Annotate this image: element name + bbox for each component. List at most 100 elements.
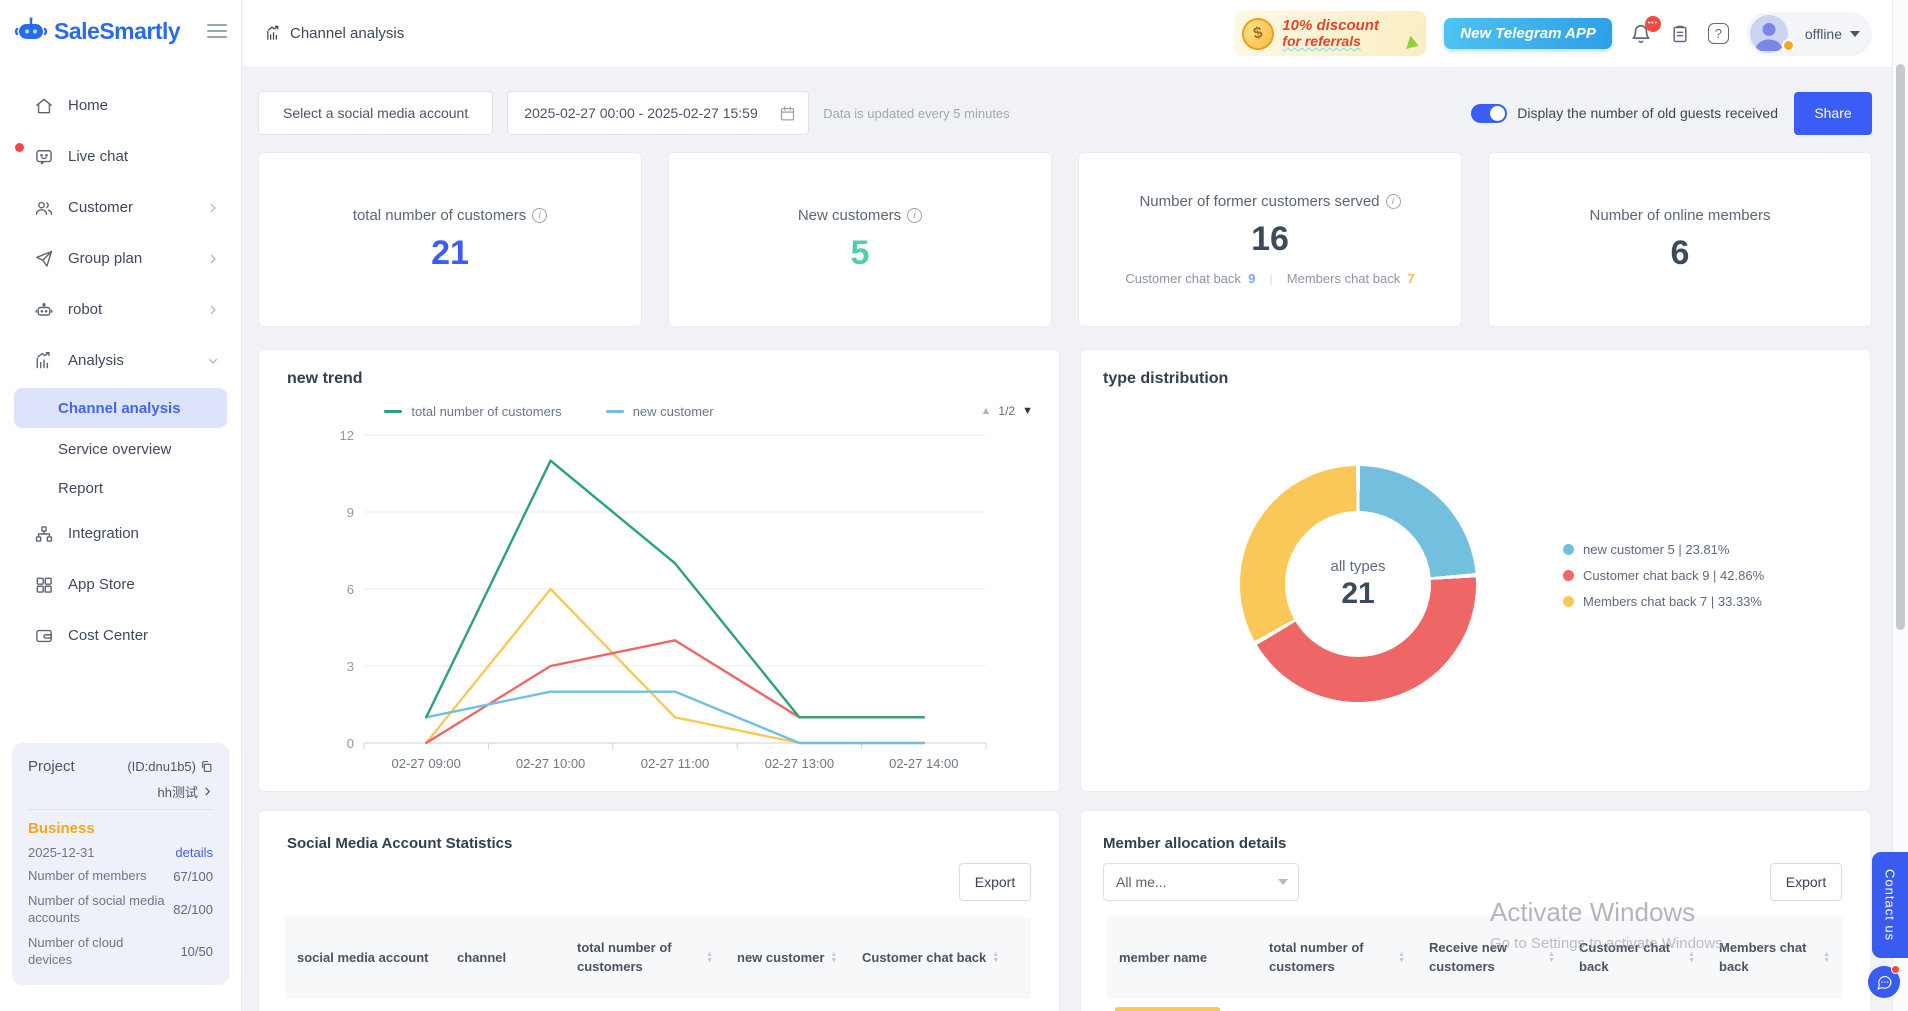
share-button[interactable]: Share <box>1794 92 1872 135</box>
export-button[interactable]: Export <box>1770 863 1842 901</box>
x-axis-tick: 02-27 10:00 <box>516 756 585 771</box>
charts-row: new trend total number of customers new … <box>258 349 1872 792</box>
quota-value: 67/100 <box>173 869 213 884</box>
info-icon[interactable]: i <box>1386 194 1401 209</box>
stat-label: Number of former customers served <box>1139 193 1379 210</box>
sidebar-item-label: Cost Center <box>68 627 219 644</box>
promo-line2: for referrals <box>1282 34 1379 49</box>
sort-icon[interactable]: ▲▼ <box>830 952 837 964</box>
x-axis-tick: 02-27 09:00 <box>391 756 460 771</box>
table-header-row: member nametotal number of customers▲▼Re… <box>1107 917 1842 999</box>
contact-us-tab[interactable]: Contact us <box>1872 852 1908 958</box>
column-header-new-customer[interactable]: new customer▲▼ <box>725 917 850 999</box>
sidebar-item-analysis[interactable]: Analysis <box>0 335 241 386</box>
details-link[interactable]: details <box>175 845 213 860</box>
help-button[interactable]: ? <box>1708 23 1729 44</box>
donut-center-value: 21 <box>1341 577 1374 611</box>
quota-label: Number of social media accounts <box>28 892 168 927</box>
app-grid-icon <box>34 575 54 595</box>
sort-icon[interactable]: ▲▼ <box>706 952 713 964</box>
filter-bar: Select a social media account 2025-02-27… <box>258 91 1872 135</box>
sidebar-collapse-icon[interactable] <box>207 24 227 38</box>
chart-title: new trend <box>287 370 363 388</box>
quota-value: 10/50 <box>180 944 213 959</box>
stat-card-new-customers: New customersi 5 <box>668 152 1052 327</box>
topbar: Channel analysis $ 10% discount for refe… <box>243 0 1892 68</box>
sort-icon[interactable]: ▲▼ <box>1823 952 1830 964</box>
sidebar-item-channel-analysis[interactable]: Channel analysis <box>14 388 227 428</box>
user-menu[interactable]: offline <box>1747 12 1872 56</box>
legend-item-customer-chat-back[interactable]: Customer chat back 9 | 42.86% <box>1563 568 1764 583</box>
sidebar-item-cost-center[interactable]: Cost Center <box>0 610 241 661</box>
tasks-button[interactable] <box>1670 23 1690 45</box>
notifications-button[interactable]: ••• <box>1630 23 1652 45</box>
column-header-customer-chat-back[interactable]: Customer chat back▲▼ <box>850 917 1020 999</box>
chat-widget-button[interactable] <box>1868 966 1900 998</box>
column-header-members-chat-back[interactable]: Members chat back▲▼ <box>1020 917 1031 999</box>
account-select[interactable]: Select a social media account <box>258 91 493 135</box>
column-header-customer-chat-back[interactable]: Customer chat back ▲▼ <box>1567 917 1707 999</box>
sort-icon[interactable]: ▲▼ <box>1688 952 1695 964</box>
export-button[interactable]: Export <box>959 863 1031 901</box>
sidebar-item-integration[interactable]: Integration <box>0 508 241 559</box>
column-header-members-chat-back[interactable]: Members chat back▲▼ <box>1707 917 1842 999</box>
coin-icon: $ <box>1239 15 1277 53</box>
column-header-member-name: member name <box>1107 917 1257 999</box>
project-panel: Project (ID:dnu1b5) hh测试 Business 2025-1… <box>12 743 229 985</box>
chevron-right-icon <box>202 786 213 797</box>
old-guests-toggle[interactable] <box>1471 104 1507 123</box>
sort-icon[interactable]: ▲▼ <box>1398 952 1405 964</box>
chevron-right-icon <box>207 253 219 265</box>
sidebar-item-report[interactable]: Report <box>0 469 241 508</box>
info-icon[interactable]: i <box>907 208 922 223</box>
sidebar-item-service-overview[interactable]: Service overview <box>0 430 241 469</box>
member-filter-select[interactable]: All me... <box>1103 863 1299 901</box>
page-title-text: Channel analysis <box>290 25 404 42</box>
column-label: Receive new customers <box>1429 939 1542 977</box>
tables-row: Social Media Account Statistics Export s… <box>258 810 1872 1011</box>
sidebar-item-label: Integration <box>68 525 219 542</box>
column-label: social media account <box>297 949 429 968</box>
table-row[interactable] <box>1115 1007 1220 1011</box>
calendar-icon <box>779 105 796 122</box>
legend-label: Members chat back 7 | 33.33% <box>1583 594 1762 609</box>
date-range-picker[interactable]: 2025-02-27 00:00 - 2025-02-27 15:59 <box>507 91 809 135</box>
play-arrow-icon <box>1406 36 1421 53</box>
robot-icon <box>34 300 54 320</box>
column-label: Customer chat back <box>1579 939 1682 977</box>
sidebar-item-robot[interactable]: robot <box>0 284 241 335</box>
sort-icon[interactable]: ▲▼ <box>992 952 999 964</box>
question-mark-icon: ? <box>1708 23 1729 44</box>
table-title: Member allocation details <box>1103 835 1286 852</box>
sort-icon[interactable]: ▲▼ <box>1548 952 1555 964</box>
sidebar-item-group-plan[interactable]: Group plan <box>0 233 241 284</box>
stat-card-online-members: Number of online members 6 <box>1488 152 1872 327</box>
legend-item-members-chat-back[interactable]: Members chat back 7 | 33.33% <box>1563 594 1764 609</box>
new-trend-chart-card: new trend total number of customers new … <box>258 349 1060 792</box>
column-header-total-number-of-customers[interactable]: total number of customers▲▼ <box>1257 917 1417 999</box>
stat-card-former-customers: Number of former customers servedi 16 Cu… <box>1078 152 1462 327</box>
info-icon[interactable]: i <box>532 208 547 223</box>
sidebar-item-home[interactable]: Home <box>0 80 241 131</box>
legend-dot <box>1563 544 1574 555</box>
sidebar-item-live-chat[interactable]: Live chat <box>0 131 241 182</box>
column-header-total-number-of-customers[interactable]: total number of customers▲▼ <box>565 917 725 999</box>
sidebar-item-customer[interactable]: Customer <box>0 182 241 233</box>
sidebar-item-label: Analysis <box>68 352 207 369</box>
copy-icon[interactable] <box>200 760 213 773</box>
table-title: Social Media Account Statistics <box>287 835 512 852</box>
sidebar-item-app-store[interactable]: App Store <box>0 559 241 610</box>
update-note: Data is updated every 5 minutes <box>823 106 1009 121</box>
referral-promo-banner[interactable]: $ 10% discount for referrals <box>1234 11 1426 56</box>
project-name[interactable]: hh测试 <box>158 782 198 801</box>
sidebar-item-label: Home <box>68 97 219 114</box>
channel-analysis-icon <box>265 25 282 42</box>
scrollbar-thumb[interactable] <box>1896 64 1905 630</box>
telegram-app-badge[interactable]: New Telegram APP <box>1444 18 1612 49</box>
column-header-receive-new-customers[interactable]: Receive new customers ▲▼ <box>1417 917 1567 999</box>
stat-value: 6 <box>1671 234 1690 273</box>
integration-icon <box>34 524 54 544</box>
chart-title: type distribution <box>1103 370 1228 388</box>
column-label: member name <box>1119 949 1207 968</box>
legend-item-new-customer[interactable]: new customer 5 | 23.81% <box>1563 542 1764 557</box>
